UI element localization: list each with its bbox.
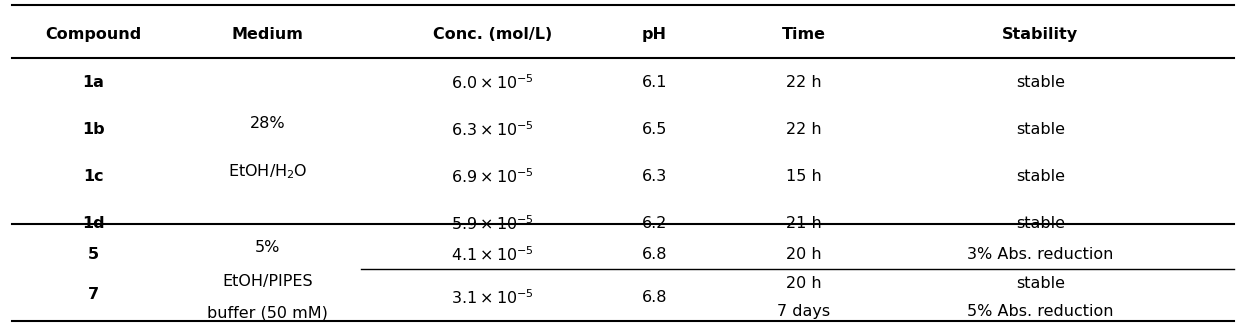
Text: 6.3: 6.3 <box>642 169 667 184</box>
Text: pH: pH <box>642 27 667 41</box>
Text: 22 h: 22 h <box>786 122 821 137</box>
Text: $6.3 \times 10^{-5}$: $6.3 \times 10^{-5}$ <box>451 120 533 139</box>
Text: EtOH/H$_2$O: EtOH/H$_2$O <box>228 162 308 181</box>
Text: $4.1 \times 10^{-5}$: $4.1 \times 10^{-5}$ <box>451 245 533 264</box>
Text: $3.1 \times 10^{-5}$: $3.1 \times 10^{-5}$ <box>451 288 533 307</box>
Text: EtOH/PIPES: EtOH/PIPES <box>223 274 313 289</box>
Text: 5: 5 <box>88 247 98 262</box>
Text: 22 h: 22 h <box>786 75 821 90</box>
Text: 1c: 1c <box>83 169 103 184</box>
Text: 28%: 28% <box>250 116 285 131</box>
Text: 5%: 5% <box>255 240 280 255</box>
Text: 7: 7 <box>88 287 98 302</box>
Text: 6.2: 6.2 <box>642 216 667 231</box>
Text: 21 h: 21 h <box>786 216 821 231</box>
Text: stable: stable <box>1015 276 1065 291</box>
Text: stable: stable <box>1015 75 1065 90</box>
Text: 6.8: 6.8 <box>642 247 667 262</box>
Text: 6.8: 6.8 <box>642 290 667 305</box>
Text: 1a: 1a <box>82 75 105 90</box>
Text: 1b: 1b <box>82 122 105 137</box>
Text: Compound: Compound <box>45 27 142 41</box>
Text: 6.1: 6.1 <box>642 75 667 90</box>
Text: $6.9 \times 10^{-5}$: $6.9 \times 10^{-5}$ <box>451 167 533 186</box>
Text: $6.0 \times 10^{-5}$: $6.0 \times 10^{-5}$ <box>451 73 533 92</box>
Text: 7 days: 7 days <box>778 304 830 318</box>
Text: 3% Abs. reduction: 3% Abs. reduction <box>967 247 1114 262</box>
Text: Conc. (mol/L): Conc. (mol/L) <box>432 27 552 41</box>
Text: 6.5: 6.5 <box>642 122 667 137</box>
Text: Stability: Stability <box>1002 27 1079 41</box>
Text: stable: stable <box>1015 122 1065 137</box>
Text: stable: stable <box>1015 216 1065 231</box>
Text: $5.9 \times 10^{-5}$: $5.9 \times 10^{-5}$ <box>451 214 533 233</box>
Text: 1d: 1d <box>82 216 105 231</box>
Text: 15 h: 15 h <box>786 169 821 184</box>
Text: 5% Abs. reduction: 5% Abs. reduction <box>967 304 1114 318</box>
Text: 20 h: 20 h <box>786 247 821 262</box>
Text: Medium: Medium <box>232 27 304 41</box>
Text: 20 h: 20 h <box>786 276 821 291</box>
Text: buffer (50 mM): buffer (50 mM) <box>207 305 329 320</box>
Text: Time: Time <box>781 27 826 41</box>
Text: stable: stable <box>1015 169 1065 184</box>
